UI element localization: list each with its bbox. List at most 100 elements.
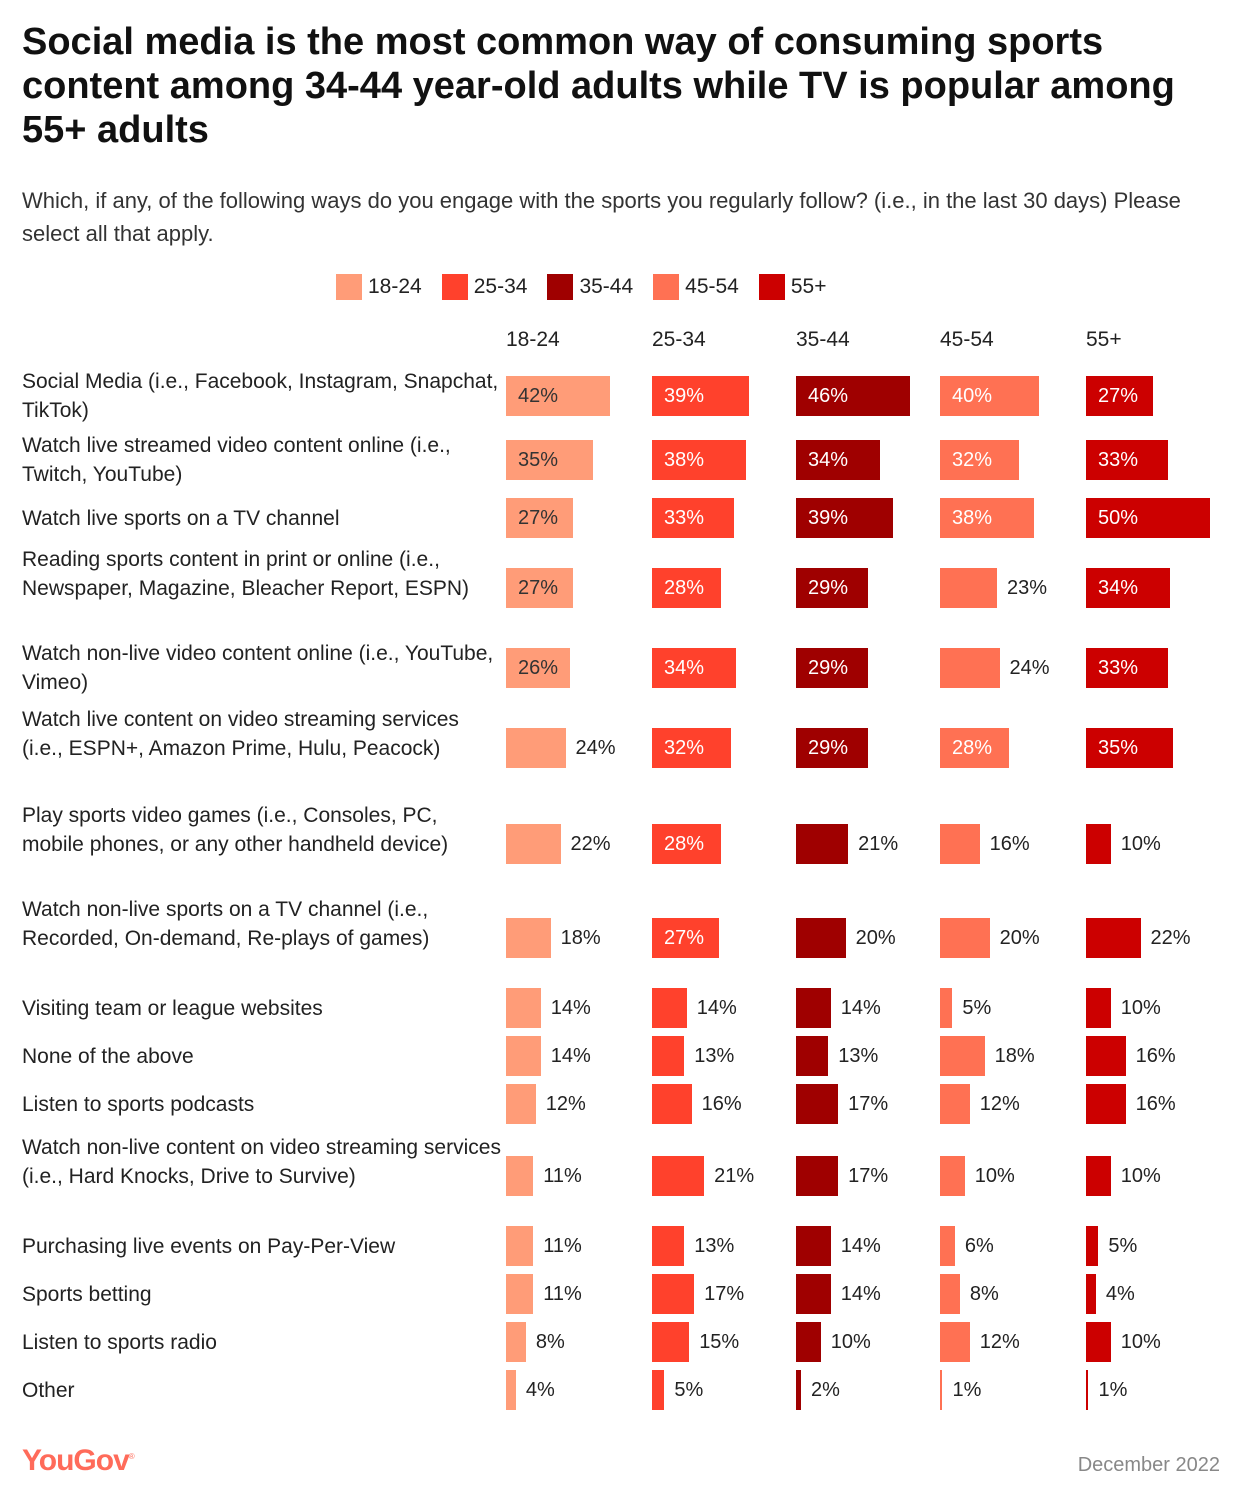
bar-45-54	[940, 824, 980, 864]
data-label: 22%	[1150, 927, 1191, 949]
bar-35-44	[796, 1156, 839, 1196]
data-label: 15%	[699, 1331, 740, 1353]
data-label: 14%	[840, 1283, 881, 1305]
bar-25-34	[652, 498, 734, 538]
bar-18-24	[506, 1084, 536, 1124]
bar-35-44	[796, 728, 868, 768]
bar-45-54	[940, 1274, 960, 1314]
data-label: 40%	[952, 385, 993, 407]
bar-55+	[1086, 988, 1111, 1028]
data-label: 8%	[969, 1283, 999, 1305]
bar-45-54	[940, 648, 1000, 688]
bar-25-34	[652, 1274, 695, 1314]
bar-18-24	[506, 376, 611, 416]
bar-45-54	[940, 988, 953, 1028]
data-label: 12%	[979, 1093, 1020, 1115]
bar-55+	[1086, 1156, 1111, 1196]
data-label: 38%	[952, 507, 993, 529]
yougov-logo: YouGov®	[22, 1444, 135, 1477]
data-label: 39%	[664, 385, 705, 407]
data-label: 46%	[808, 385, 849, 407]
data-label: 42%	[518, 385, 559, 407]
data-label: 33%	[664, 507, 705, 529]
bar-45-54	[940, 1370, 943, 1410]
legend-swatch	[653, 274, 680, 300]
category-label: Watch live sports on a TV channel	[22, 506, 340, 530]
bar-55+	[1086, 440, 1168, 480]
data-label: 32%	[952, 449, 993, 471]
data-label: 17%	[848, 1093, 889, 1115]
bar-25-34	[652, 648, 737, 688]
bar-45-54	[940, 376, 1040, 416]
bar-45-54	[940, 440, 1020, 480]
data-label: 21%	[858, 833, 899, 855]
bar-55+	[1086, 498, 1210, 538]
data-label: 11%	[543, 1235, 582, 1257]
data-label: 14%	[840, 1235, 881, 1257]
data-label: 18%	[994, 1045, 1035, 1067]
bar-18-24	[506, 728, 566, 768]
bar-55+	[1086, 728, 1173, 768]
bar-25-34	[652, 1226, 685, 1266]
bar-55+	[1086, 1226, 1099, 1266]
data-label: 10%	[1120, 1165, 1161, 1187]
category-label: Reading sports content in print or onlin…	[22, 547, 470, 600]
publish-date: December 2022	[1077, 1454, 1220, 1476]
bar-25-34	[652, 440, 747, 480]
legend-item-18-24: 18-24	[336, 274, 422, 300]
data-label: 20%	[999, 927, 1040, 949]
data-label: 38%	[664, 449, 705, 471]
data-label: 24%	[575, 737, 616, 759]
bar-18-24	[506, 568, 573, 608]
bar-25-34	[652, 728, 732, 768]
bar-18-24	[506, 1322, 526, 1362]
data-label: 12%	[545, 1093, 586, 1115]
data-label: 27%	[518, 507, 559, 529]
bar-45-54	[940, 918, 990, 958]
category-label: Social Media (i.e., Facebook, Instagram,…	[22, 370, 499, 422]
data-label: 29%	[808, 657, 849, 679]
data-label: 28%	[952, 737, 993, 759]
data-label: 16%	[1135, 1045, 1176, 1067]
data-label: 18%	[560, 927, 601, 949]
category-label: Other	[22, 1378, 75, 1402]
legend-swatch	[758, 274, 785, 300]
bar-55+	[1086, 568, 1171, 608]
bar-55+	[1086, 1370, 1089, 1410]
data-label: 14%	[550, 1045, 591, 1067]
data-label: 26%	[518, 657, 559, 679]
chart-title: Social media is the most common way of c…	[22, 21, 1175, 151]
category-label: Play sports video games (i.e., Consoles,…	[22, 803, 449, 856]
bar-35-44	[796, 440, 881, 480]
data-label: 13%	[838, 1045, 879, 1067]
data-label: 35%	[1098, 737, 1139, 759]
legend-item-35-44: 35-44	[547, 274, 633, 300]
bar-25-34	[652, 1370, 665, 1410]
bar-35-44	[796, 1084, 839, 1124]
bar-25-34	[652, 824, 722, 864]
legend-label: 18-24	[368, 275, 422, 298]
data-label: 34%	[664, 657, 705, 679]
legend-label: 25-34	[473, 275, 528, 298]
bar-25-34	[652, 568, 722, 608]
bar-35-44	[796, 1322, 821, 1362]
data-label: 11%	[543, 1283, 582, 1305]
data-label: 29%	[808, 737, 849, 759]
bar-25-34	[652, 1084, 692, 1124]
category-label: Purchasing live events on Pay-Per-View	[22, 1234, 396, 1258]
data-label: 16%	[701, 1093, 742, 1115]
category-label: Sports betting	[22, 1282, 152, 1306]
data-label: 11%	[543, 1165, 582, 1187]
data-label: 23%	[1007, 577, 1048, 599]
bar-18-24	[506, 824, 561, 864]
data-label: 21%	[714, 1165, 755, 1187]
bar-45-54	[940, 568, 998, 608]
logo-text: YouGov	[22, 1444, 130, 1477]
category-label: Watch live streamed video content online…	[22, 434, 451, 486]
data-label: 50%	[1098, 507, 1139, 529]
bar-18-24	[506, 1274, 534, 1314]
bar-18-24	[506, 498, 573, 538]
bar-55+	[1086, 1084, 1126, 1124]
bar-25-34	[652, 1036, 685, 1076]
bar-55+	[1086, 376, 1153, 416]
